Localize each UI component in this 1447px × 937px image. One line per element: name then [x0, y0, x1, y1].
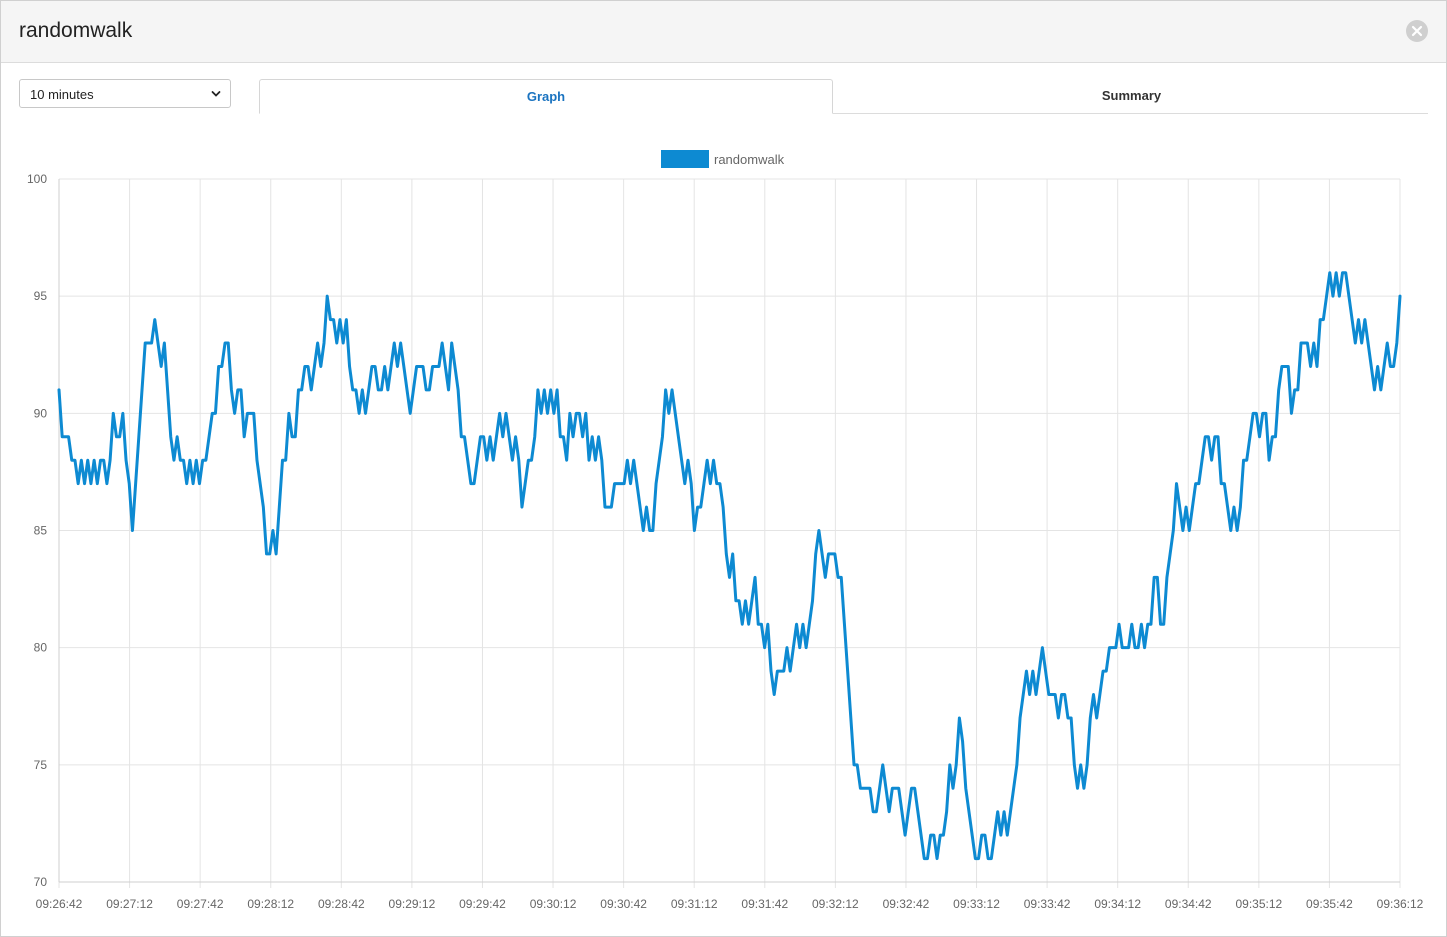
x-tick-label: 09:32:42 — [883, 897, 930, 911]
x-tick-label: 09:26:42 — [36, 897, 83, 911]
x-tick-label: 09:33:12 — [953, 897, 1000, 911]
x-tick-label: 09:31:42 — [741, 897, 788, 911]
y-tick-label: 75 — [34, 758, 48, 772]
modal-header: randomwalk — [1, 1, 1446, 63]
y-tick-label: 95 — [34, 289, 48, 303]
chevron-down-icon — [211, 91, 221, 97]
y-tick-label: 90 — [34, 406, 48, 420]
close-button[interactable] — [1406, 20, 1428, 42]
legend-swatch — [661, 150, 709, 168]
tabs-divider — [259, 113, 1428, 114]
x-tick-label: 09:33:42 — [1024, 897, 1071, 911]
x-tick-label: 09:31:12 — [671, 897, 718, 911]
x-tick-label: 09:27:12 — [106, 897, 153, 911]
close-icon — [1411, 25, 1423, 37]
y-tick-label: 100 — [27, 172, 47, 186]
x-tick-label: 09:35:12 — [1235, 897, 1282, 911]
x-tick-label: 09:29:12 — [389, 897, 436, 911]
tab-graph[interactable]: Graph — [259, 79, 833, 114]
x-tick-label: 09:30:12 — [530, 897, 577, 911]
series-line-randomwalk — [57, 271, 1402, 861]
x-tick-label: 09:30:42 — [600, 897, 647, 911]
time-range-value: 10 minutes — [30, 87, 94, 102]
y-tick-label: 85 — [34, 524, 48, 538]
x-tick-label: 09:35:42 — [1306, 897, 1353, 911]
x-tick-label: 09:36:12 — [1377, 897, 1424, 911]
x-tick-label: 09:32:12 — [812, 897, 859, 911]
x-tick-label: 09:28:42 — [318, 897, 365, 911]
legend-label: randomwalk — [714, 152, 785, 167]
x-tick-label: 09:28:12 — [247, 897, 294, 911]
y-tick-label: 70 — [34, 875, 48, 889]
tab-summary[interactable]: Summary — [1101, 88, 1162, 103]
x-tick-label: 09:34:42 — [1165, 897, 1212, 911]
time-range-select[interactable]: 10 minutes — [19, 79, 231, 108]
x-tick-label: 09:34:12 — [1094, 897, 1141, 911]
y-tick-label: 80 — [34, 641, 48, 655]
modal-title: randomwalk — [19, 19, 133, 42]
x-tick-label: 09:29:42 — [459, 897, 506, 911]
line-chart: 70 75 80 85 90 95 100 09:26:42 09:27:12 09:27:42 0… — [27, 150, 1424, 911]
legend[interactable]: randomwalk — [661, 150, 785, 168]
x-tick-label: 09:27:42 — [177, 897, 224, 911]
